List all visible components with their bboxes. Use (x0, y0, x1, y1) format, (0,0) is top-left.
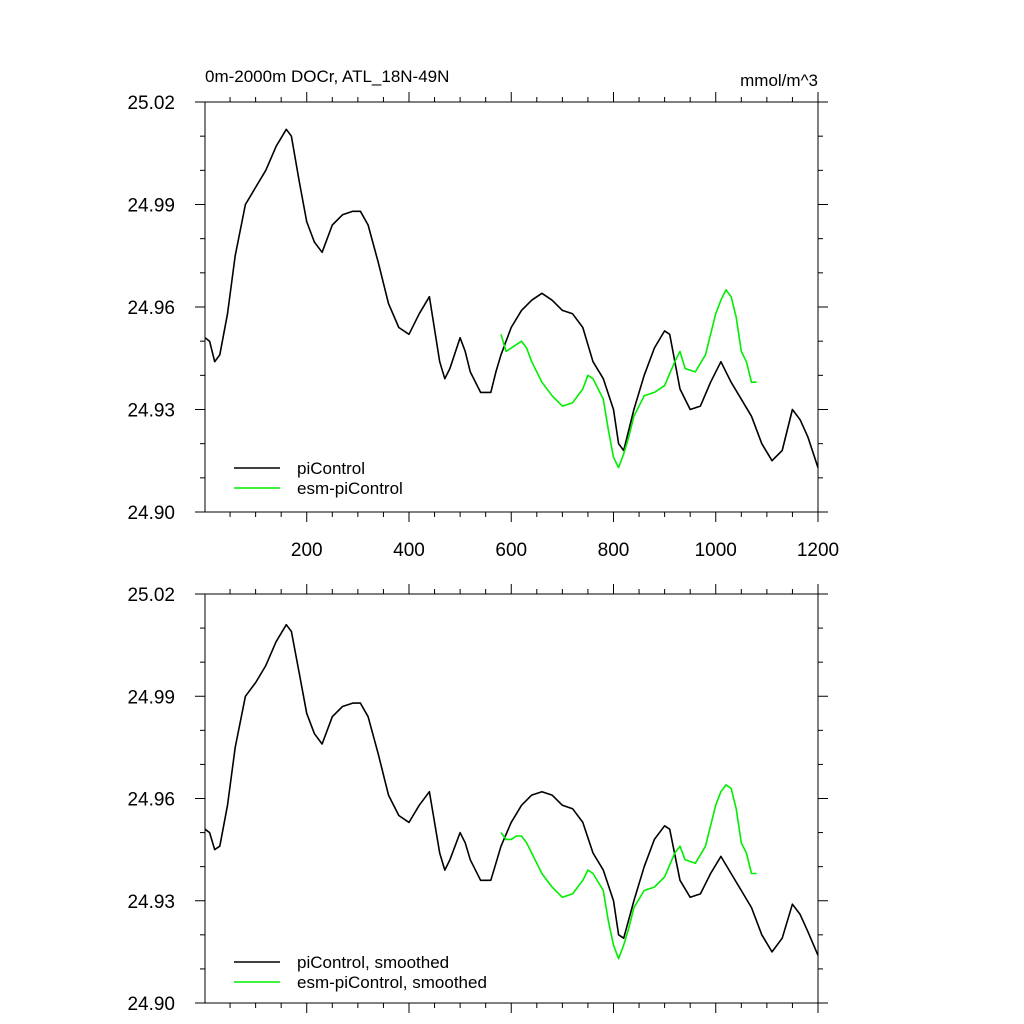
plot-frame (204, 101, 819, 513)
top-panel: 200 400 600 800 1000 1200 25.02 24.99 24.96 24.93… (127, 92, 839, 561)
bottom-panel: 25.02 24.99 24.96 24.93 24.90 piControl, smoo… (127, 584, 828, 1015)
units-label: mmol/m^3 (740, 71, 818, 90)
series-line-picontrol-smoothed (204, 623, 819, 956)
series-line-esm-picontrol (500, 289, 757, 469)
series-line-esm-picontrol-smoothed (500, 784, 757, 960)
legend-label: esm-piControl, smoothed (297, 973, 487, 992)
legend-label: piControl (297, 459, 365, 478)
y-tick-label: 24.93 (127, 401, 175, 422)
x-tick-label: 400 (393, 540, 425, 561)
y-tick-label: 24.90 (127, 994, 175, 1015)
x-tick-label: 800 (598, 540, 630, 561)
y-tick-label: 24.99 (127, 196, 175, 217)
y-tick-label: 24.93 (127, 892, 175, 913)
x-tick-label: 1200 (797, 540, 839, 561)
x-tick-label: 600 (495, 540, 527, 561)
y-tick-label: 25.02 (127, 93, 175, 114)
y-tick-label: 24.90 (127, 503, 175, 524)
y-tick-label: 24.96 (127, 298, 175, 319)
chart-title: 0m-2000m DOCr, ATL_18N-49N (205, 67, 449, 86)
y-tick-label: 24.99 (127, 687, 175, 708)
y-tick-label: 24.96 (127, 790, 175, 811)
legend-label: esm-piControl (297, 479, 403, 498)
series-line-picontrol (204, 128, 819, 468)
x-tick-label: 200 (291, 540, 323, 561)
legend-label: piControl, smoothed (297, 953, 449, 972)
plot-frame (204, 593, 819, 1004)
x-tick-label: 1000 (695, 540, 737, 561)
y-tick-label: 25.02 (127, 585, 175, 606)
